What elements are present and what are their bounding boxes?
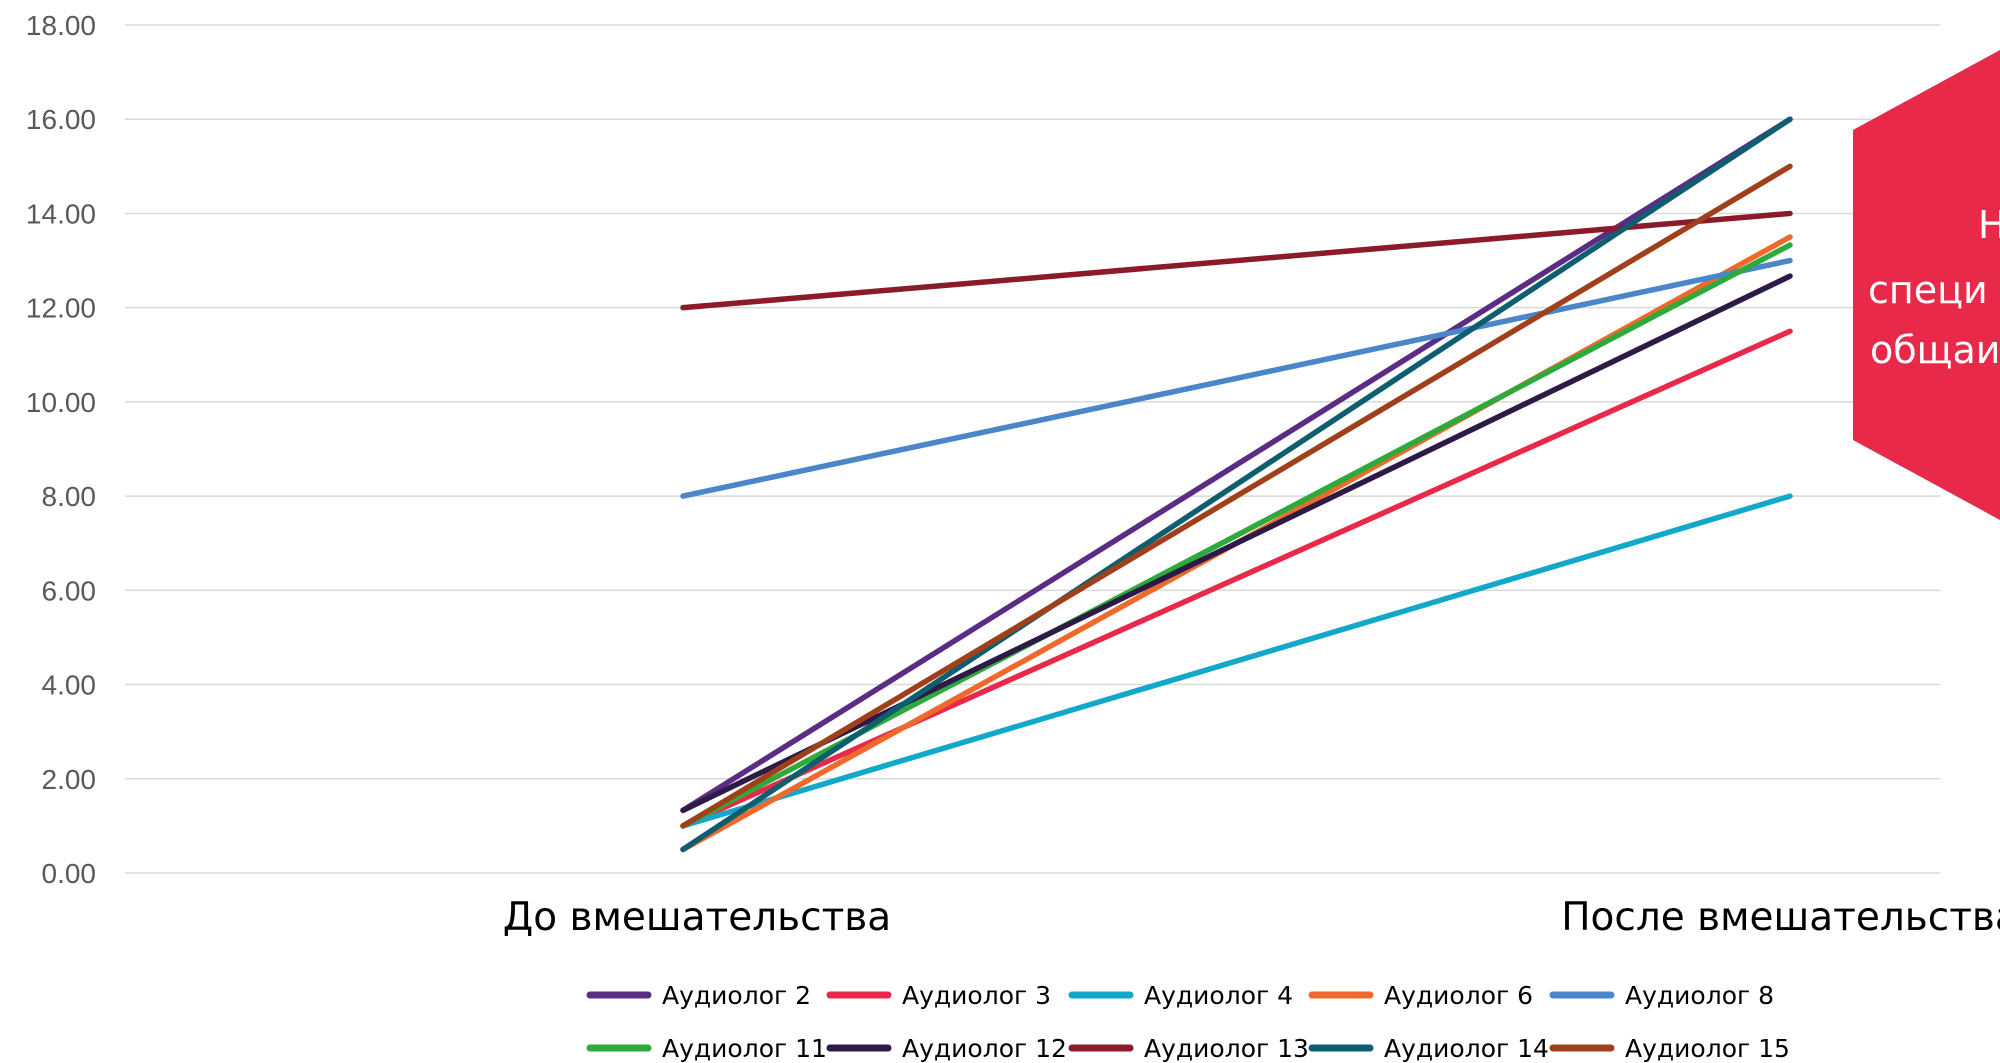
y-tick-label: 12.00 (26, 293, 96, 324)
legend-label-8: Аудиолог 13 (1144, 1034, 1309, 1063)
legend-label-5: Аудиолог 8 (1625, 981, 1774, 1010)
y-tick-label: 0.00 (42, 858, 97, 889)
legend-label-3: Аудиолог 4 (1144, 981, 1293, 1010)
x-category-label-after: После вмешательства (1561, 895, 2000, 940)
callout: Н специ общаи (1853, 50, 2000, 520)
legend-label-9: Аудиолог 14 (1384, 1034, 1549, 1063)
gridlines (125, 24, 1940, 874)
callout-shape (1853, 50, 2000, 520)
y-tick-label: 4.00 (42, 670, 97, 701)
series-line-9 (680, 116, 1793, 853)
y-tick-label: 18.00 (26, 10, 96, 41)
series-line-7 (680, 273, 1793, 814)
legend-label-1: Аудиолог 2 (662, 981, 811, 1010)
y-tick-label: 2.00 (42, 764, 97, 795)
legend-label-2: Аудиолог 3 (902, 981, 1051, 1010)
callout-text-line-3: общаи (1870, 328, 2000, 372)
series-line-5 (680, 257, 1793, 499)
x-axis-category-labels: До вмешательства После вмешательства (503, 895, 2000, 940)
y-tick-label: 8.00 (42, 481, 97, 512)
callout-text-line-1: Н (1978, 203, 2000, 247)
series-line-3 (680, 493, 1793, 829)
series-line-1 (680, 116, 1793, 814)
y-tick-label: 16.00 (26, 104, 96, 135)
legend-label-10: Аудиолог 15 (1625, 1034, 1790, 1063)
y-tick-label: 6.00 (42, 575, 97, 606)
legend-label-4: Аудиолог 6 (1384, 981, 1533, 1010)
legend-label-6: Аудиолог 11 (662, 1034, 827, 1063)
y-axis-tick-labels: 0.00 2.00 4.00 6.00 8.00 10.00 12.00 14.00 16.00… (26, 10, 96, 889)
x-category-label-before: До вмешательства (503, 895, 891, 940)
y-tick-label: 14.00 (26, 198, 96, 229)
series-line-2 (680, 328, 1793, 829)
callout-text-line-2: специ (1868, 268, 1988, 312)
legend-label-7: Аудиолог 12 (902, 1034, 1067, 1063)
series-line-8 (680, 210, 1793, 311)
legend: Аудиолог 2 Аудиолог 3 Аудиолог 4 Аудиолог 6… (586, 981, 1790, 1063)
series-lines (680, 116, 1793, 853)
series-line-10 (680, 163, 1793, 829)
y-tick-label: 10.00 (26, 387, 96, 418)
